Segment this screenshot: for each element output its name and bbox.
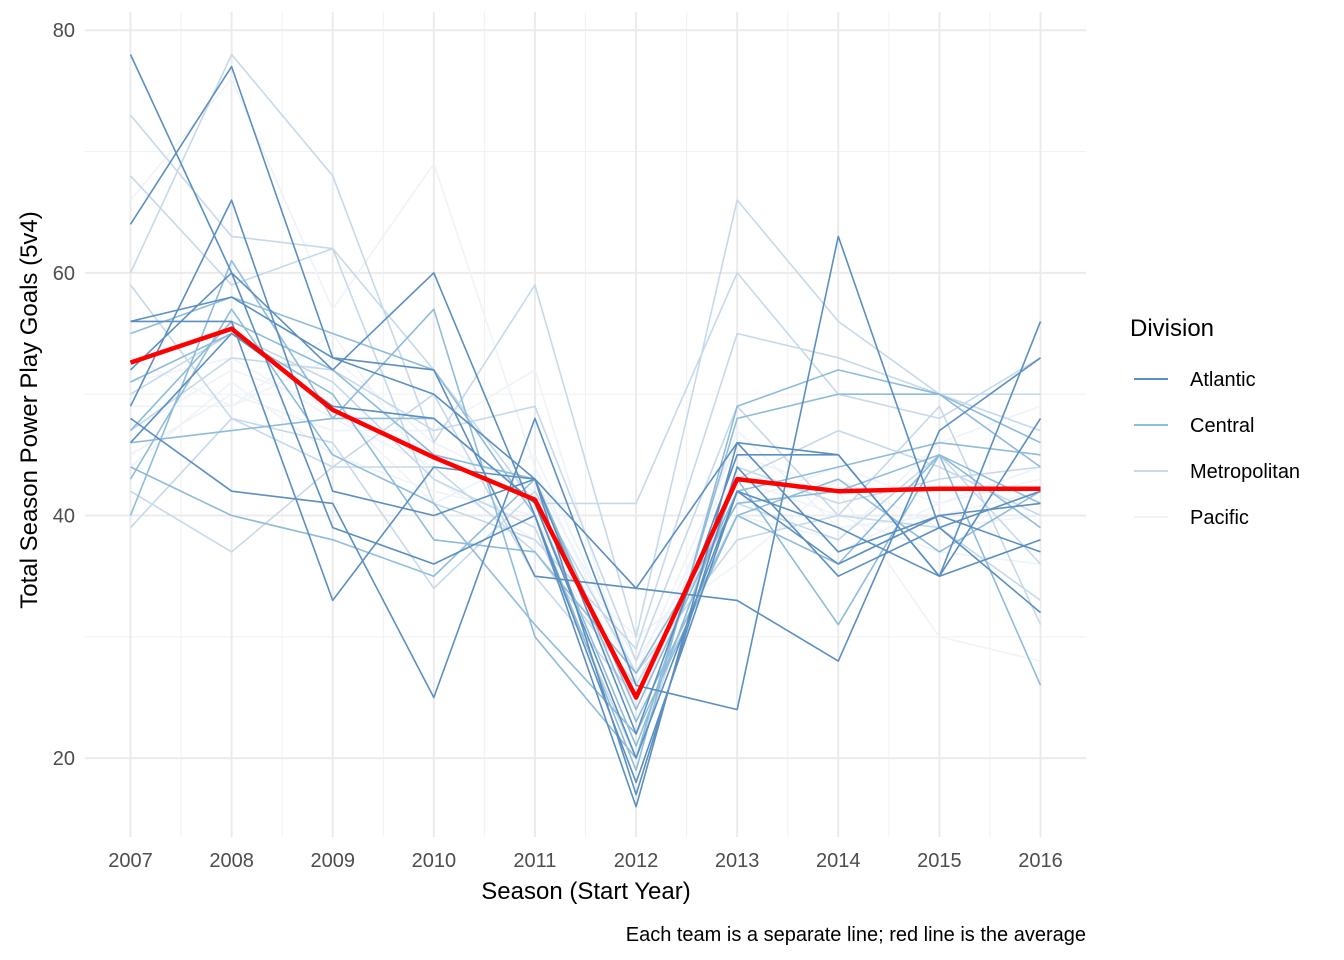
legend-entries: Atlantic Central Metropolitan Pacific [1134, 369, 1300, 529]
legend-label-atlantic: Atlantic [1190, 369, 1256, 391]
y-tick-label: 20 [53, 748, 75, 770]
average-line-group [129, 326, 1041, 700]
team-line [130, 453, 1042, 687]
grid-lines [85, 12, 1086, 837]
team-line [130, 235, 1042, 711]
average-line [129, 326, 1041, 700]
chart-caption: Each team is a separate line; red line i… [626, 924, 1086, 946]
axis-ticks: 2007 2008 2009 2010 2011 2012 2013 2014 2015 2016… [53, 20, 1063, 872]
legend: Division Atlantic Central Metropolitan Paci… [1130, 315, 1300, 529]
team-line [130, 356, 1041, 662]
legend-label-pacific: Pacific [1190, 507, 1249, 529]
team-line [129, 199, 1042, 735]
team-line [130, 332, 1042, 686]
legend-label-metropolitan: Metropolitan [1190, 461, 1300, 483]
team-line [129, 259, 1041, 759]
y-tick-label: 40 [53, 505, 75, 527]
x-tick-label: 2014 [816, 850, 861, 872]
team-line [129, 175, 1041, 505]
x-tick-label: 2016 [1018, 850, 1063, 872]
x-tick-label: 2013 [715, 850, 760, 872]
legend-title: Division [1130, 315, 1214, 342]
x-tick-label: 2009 [310, 850, 355, 872]
x-tick-label: 2007 [108, 850, 153, 872]
x-tick-label: 2015 [917, 850, 962, 872]
x-tick-label: 2008 [209, 850, 254, 872]
legend-label-central: Central [1190, 415, 1254, 437]
team-line [129, 53, 1041, 638]
x-tick-label: 2010 [412, 850, 457, 872]
team-line [129, 77, 1041, 687]
y-axis-title: Total Season Power Play Goals (5v4) [16, 211, 43, 609]
team-line [130, 320, 1041, 602]
y-tick-label: 60 [53, 263, 75, 285]
team-line [130, 296, 1041, 796]
x-tick-label: 2012 [614, 850, 659, 872]
x-tick-label: 2011 [513, 850, 556, 872]
y-tick-label: 80 [53, 20, 75, 42]
x-axis-title: Season (Start Year) [481, 878, 690, 905]
team-line [129, 65, 1041, 662]
